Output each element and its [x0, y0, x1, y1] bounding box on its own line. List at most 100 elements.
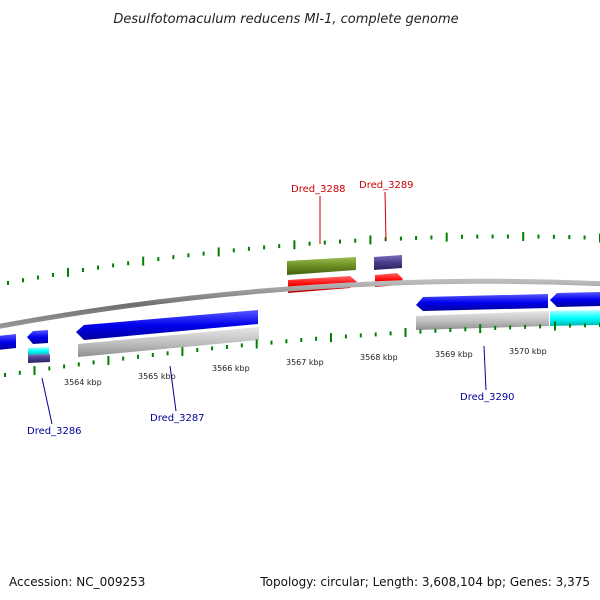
minor-tick — [315, 336, 318, 341]
minor-tick — [449, 328, 452, 332]
minor-tick — [354, 238, 357, 243]
slate-feature-dred-3289 — [374, 255, 402, 270]
olive-feature-dred-3288 — [287, 257, 356, 275]
minor-tick — [202, 251, 205, 256]
minor-tick — [92, 360, 95, 365]
tick-label: 3566 kbp — [212, 364, 250, 373]
minor-tick — [127, 261, 130, 266]
reverse-gene-dred-3287 — [78, 327, 259, 357]
minor-tick — [339, 239, 341, 244]
major-tick — [142, 256, 145, 266]
tick-label: 3565 kbp — [138, 372, 176, 381]
minor-tick — [506, 234, 509, 239]
tick-label: 3567 kbp — [286, 358, 324, 367]
major-tick — [255, 339, 258, 349]
minor-tick — [172, 255, 175, 260]
minor-tick — [122, 356, 125, 361]
minor-tick — [359, 333, 362, 338]
minor-tick — [263, 245, 266, 250]
major-tick — [67, 267, 69, 277]
minor-tick — [476, 234, 479, 239]
minor-tick — [491, 234, 494, 239]
gene-label-dred-3286: Dred_3286 — [27, 426, 82, 437]
dark-feature-dred-3286 — [28, 354, 50, 363]
gene-label-dred-3287: Dred_3287 — [150, 413, 205, 424]
minor-tick — [77, 362, 80, 367]
minor-tick — [584, 323, 586, 328]
major-tick — [293, 240, 296, 250]
reverse-strand-features — [0, 292, 600, 363]
minor-tick — [211, 346, 214, 351]
minor-tick — [494, 326, 497, 330]
minor-tick — [389, 331, 392, 336]
minor-tick — [539, 324, 542, 329]
minor-tick — [37, 275, 39, 280]
major-tick — [181, 347, 184, 357]
gene-label-dred-3288: Dred_3288 — [291, 184, 346, 195]
callout-line-dred-3287 — [169, 365, 177, 412]
tick-label: 3564 kbp — [64, 378, 102, 387]
minor-tick — [583, 235, 586, 240]
tick-label: 3568 kbp — [360, 353, 398, 362]
genome-summary-text: Topology: circular; Length: 3,608,104 bp… — [259, 575, 590, 589]
minor-tick — [240, 343, 243, 348]
callout-line-dred-3290 — [483, 345, 487, 391]
minor-tick — [196, 348, 199, 352]
major-tick — [217, 247, 220, 257]
minor-tick — [552, 234, 555, 239]
minor-tick — [187, 253, 190, 258]
cyan-feature-dred-3286 — [28, 347, 49, 355]
reverse-cds-dred-3286 — [27, 330, 48, 344]
tick-label: 3569 kbp — [435, 350, 473, 359]
minor-tick — [415, 236, 418, 240]
minor-tick — [569, 323, 571, 328]
major-tick — [33, 366, 36, 376]
minor-tick — [434, 328, 437, 333]
callout-line-dred-3289 — [384, 191, 387, 242]
major-tick — [107, 356, 110, 365]
minor-tick — [464, 327, 467, 332]
minor-tick — [151, 353, 154, 357]
minor-tick — [226, 344, 228, 349]
gene-label-dred-3290: Dred_3290 — [460, 392, 515, 403]
major-tick — [404, 328, 407, 337]
forward-strand-ticks — [7, 232, 600, 285]
minor-tick — [374, 332, 377, 337]
major-tick — [445, 232, 448, 242]
minor-tick — [166, 351, 169, 356]
minor-tick — [22, 278, 24, 283]
minor-tick — [137, 354, 139, 359]
reverse-cds-left-edge — [0, 334, 16, 350]
minor-tick — [48, 366, 51, 371]
scale-tick-labels: 3564 kbp 3565 kbp 3566 kbp 3567 kbp 3568… — [64, 347, 547, 387]
reverse-gene-dred-3290 — [416, 311, 549, 330]
reverse-cds-dred-3287 — [76, 310, 258, 340]
minor-tick — [344, 334, 347, 339]
minor-tick — [18, 370, 21, 375]
minor-tick — [63, 364, 66, 369]
tick-label: 3570 kbp — [509, 347, 547, 356]
minor-tick — [232, 248, 235, 253]
minor-tick — [524, 324, 527, 329]
major-tick — [522, 232, 525, 241]
major-tick — [330, 333, 332, 343]
reverse-strand-ticks — [4, 321, 600, 377]
gene-label-dred-3289: Dred_3289 — [359, 180, 414, 191]
minor-tick — [157, 257, 160, 262]
minor-tick — [509, 325, 512, 330]
minor-tick — [430, 235, 433, 240]
minor-tick — [300, 338, 303, 342]
minor-tick — [568, 235, 571, 240]
minor-tick — [4, 373, 6, 377]
minor-tick — [399, 236, 402, 241]
accession-text: Accession: NC_009253 — [9, 575, 145, 589]
minor-tick — [278, 244, 281, 249]
reverse-cds-right-edge — [550, 292, 600, 307]
callout-line-dred-3286 — [41, 377, 53, 425]
cyan-feature-right-edge — [550, 310, 600, 326]
minor-tick — [270, 340, 273, 345]
minor-tick — [82, 268, 84, 272]
gene-labels: Dred_3288 Dred_3289 Dred_3286 Dred_3287 … — [27, 180, 515, 437]
major-tick — [479, 324, 482, 334]
minor-tick — [52, 272, 54, 277]
